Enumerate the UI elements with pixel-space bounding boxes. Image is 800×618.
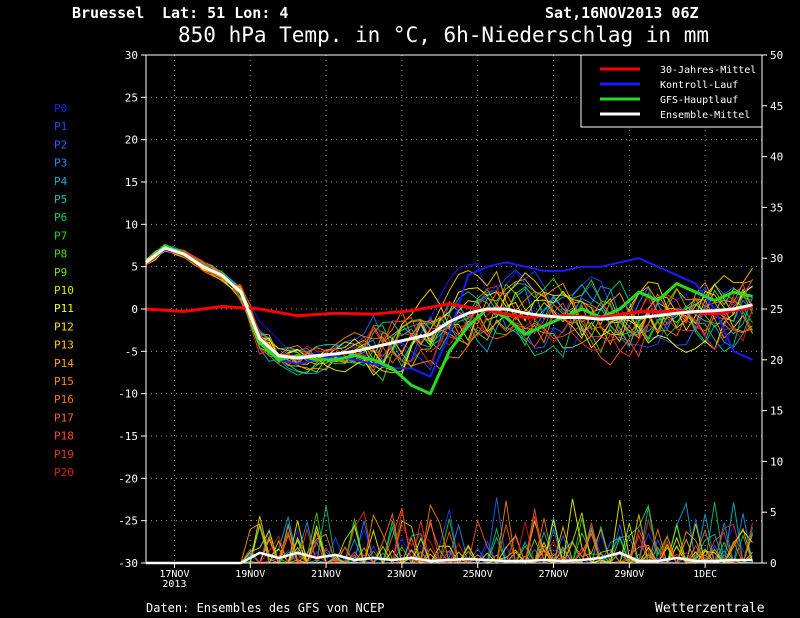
main-series (145, 244, 753, 396)
precip-line-P18 (146, 515, 753, 565)
legend-label: 30-Jahres-Mittel (660, 65, 756, 76)
member-label: P17 (54, 411, 74, 424)
y-right-tick-label: 40 (770, 151, 783, 164)
x-tick-label: 1DEC (693, 569, 717, 580)
series-line-ensemble-mittel (145, 246, 753, 360)
legend-label: Ensemble-Mittel (660, 110, 750, 121)
member-label: P6 (54, 211, 67, 224)
member-label: P7 (54, 229, 67, 242)
y-right-tick-label: 45 (770, 100, 783, 113)
y-left-tick-label: -25 (118, 515, 138, 528)
y-right-tick-label: 0 (770, 557, 777, 570)
y-right-tick-label: 25 (770, 303, 783, 316)
precip-mean-line (146, 551, 753, 565)
x-tick-label: 17NOV (159, 569, 189, 580)
x-tick-label: 29NOV (614, 569, 644, 580)
x-tick-sublabel: 2013 (162, 579, 186, 590)
y-right-tick-label: 15 (770, 405, 783, 418)
ensemble-member-lines (145, 245, 753, 382)
legend-label: Kontroll-Lauf (660, 80, 738, 91)
member-label: P12 (54, 320, 74, 333)
member-label: P16 (54, 393, 74, 406)
y-left-tick-label: -5 (125, 345, 138, 358)
data-source-label: Daten: Ensembles des GFS von NCEP (146, 601, 384, 615)
location-label: Bruessel (72, 4, 144, 22)
member-label: P5 (54, 193, 67, 206)
member-label: P13 (54, 339, 74, 352)
coords-label: Lat: 51 Lon: 4 (162, 4, 288, 22)
y-right-tick-label: 50 (770, 49, 783, 62)
member-label: P0 (54, 102, 67, 115)
member-label: P9 (54, 266, 67, 279)
member-label: P15 (54, 375, 74, 388)
x-tick-label: 21NOV (311, 569, 341, 580)
y-axis-left: 30 25 20 15 10 5 0 -5 -10 -15 -20 -25 -30 (118, 49, 146, 570)
member-line-P20 (145, 248, 753, 367)
member-label: P14 (54, 357, 74, 370)
x-tick-label: 25NOV (463, 569, 493, 580)
y-left-tick-label: 0 (131, 303, 138, 316)
y-left-tick-label: -15 (118, 430, 138, 443)
y-right-tick-label: 35 (770, 201, 783, 214)
y-left-tick-label: 15 (125, 176, 138, 189)
y-left-tick-label: 5 (131, 261, 138, 274)
member-label: P3 (54, 157, 67, 170)
member-label: P18 (54, 430, 74, 443)
member-label: P4 (54, 175, 68, 188)
y-left-tick-label: 20 (125, 134, 138, 147)
y-right-tick-label: 30 (770, 252, 783, 265)
member-label: P11 (54, 302, 74, 315)
y-left-tick-label: 25 (125, 91, 138, 104)
y-left-tick-label: 30 (125, 49, 138, 62)
x-tick-label: 27NOV (538, 569, 568, 580)
member-label: P20 (54, 466, 74, 479)
legend-label: GFS-Hauptlauf (660, 95, 738, 106)
member-label: P10 (54, 284, 74, 297)
member-label: P2 (54, 138, 67, 151)
run-label: Sat,16NOV2013 06Z (545, 4, 699, 22)
y-right-tick-label: 20 (770, 354, 783, 367)
y-left-tick-label: 10 (125, 218, 138, 231)
legend: 30-Jahres-Mittel Kontroll-Lauf GFS-Hauptla… (580, 54, 763, 128)
y-right-tick-label: 10 (770, 455, 783, 468)
member-label: P19 (54, 448, 74, 461)
chart-title: 850 hPa Temp. in °C, 6h-Niederschlag in … (178, 23, 709, 47)
y-left-tick-label: -30 (118, 557, 138, 570)
y-left-tick-label: -10 (118, 388, 138, 401)
precip-series (146, 497, 753, 565)
x-tick-label: 23NOV (387, 569, 417, 580)
x-tick-label: 19NOV (235, 569, 265, 580)
y-left-tick-label: -20 (118, 472, 138, 485)
y-right-tick-label: 5 (770, 506, 777, 519)
member-label-list: P0 P1 P2 P3 P4 P5 P6 P7 P8 P9 P10 P11 P12 P13 P14 P15 P1… (54, 102, 74, 479)
brand-label: Wetterzentrale (655, 601, 765, 616)
member-label: P1 (54, 120, 67, 133)
member-label: P8 (54, 248, 67, 261)
